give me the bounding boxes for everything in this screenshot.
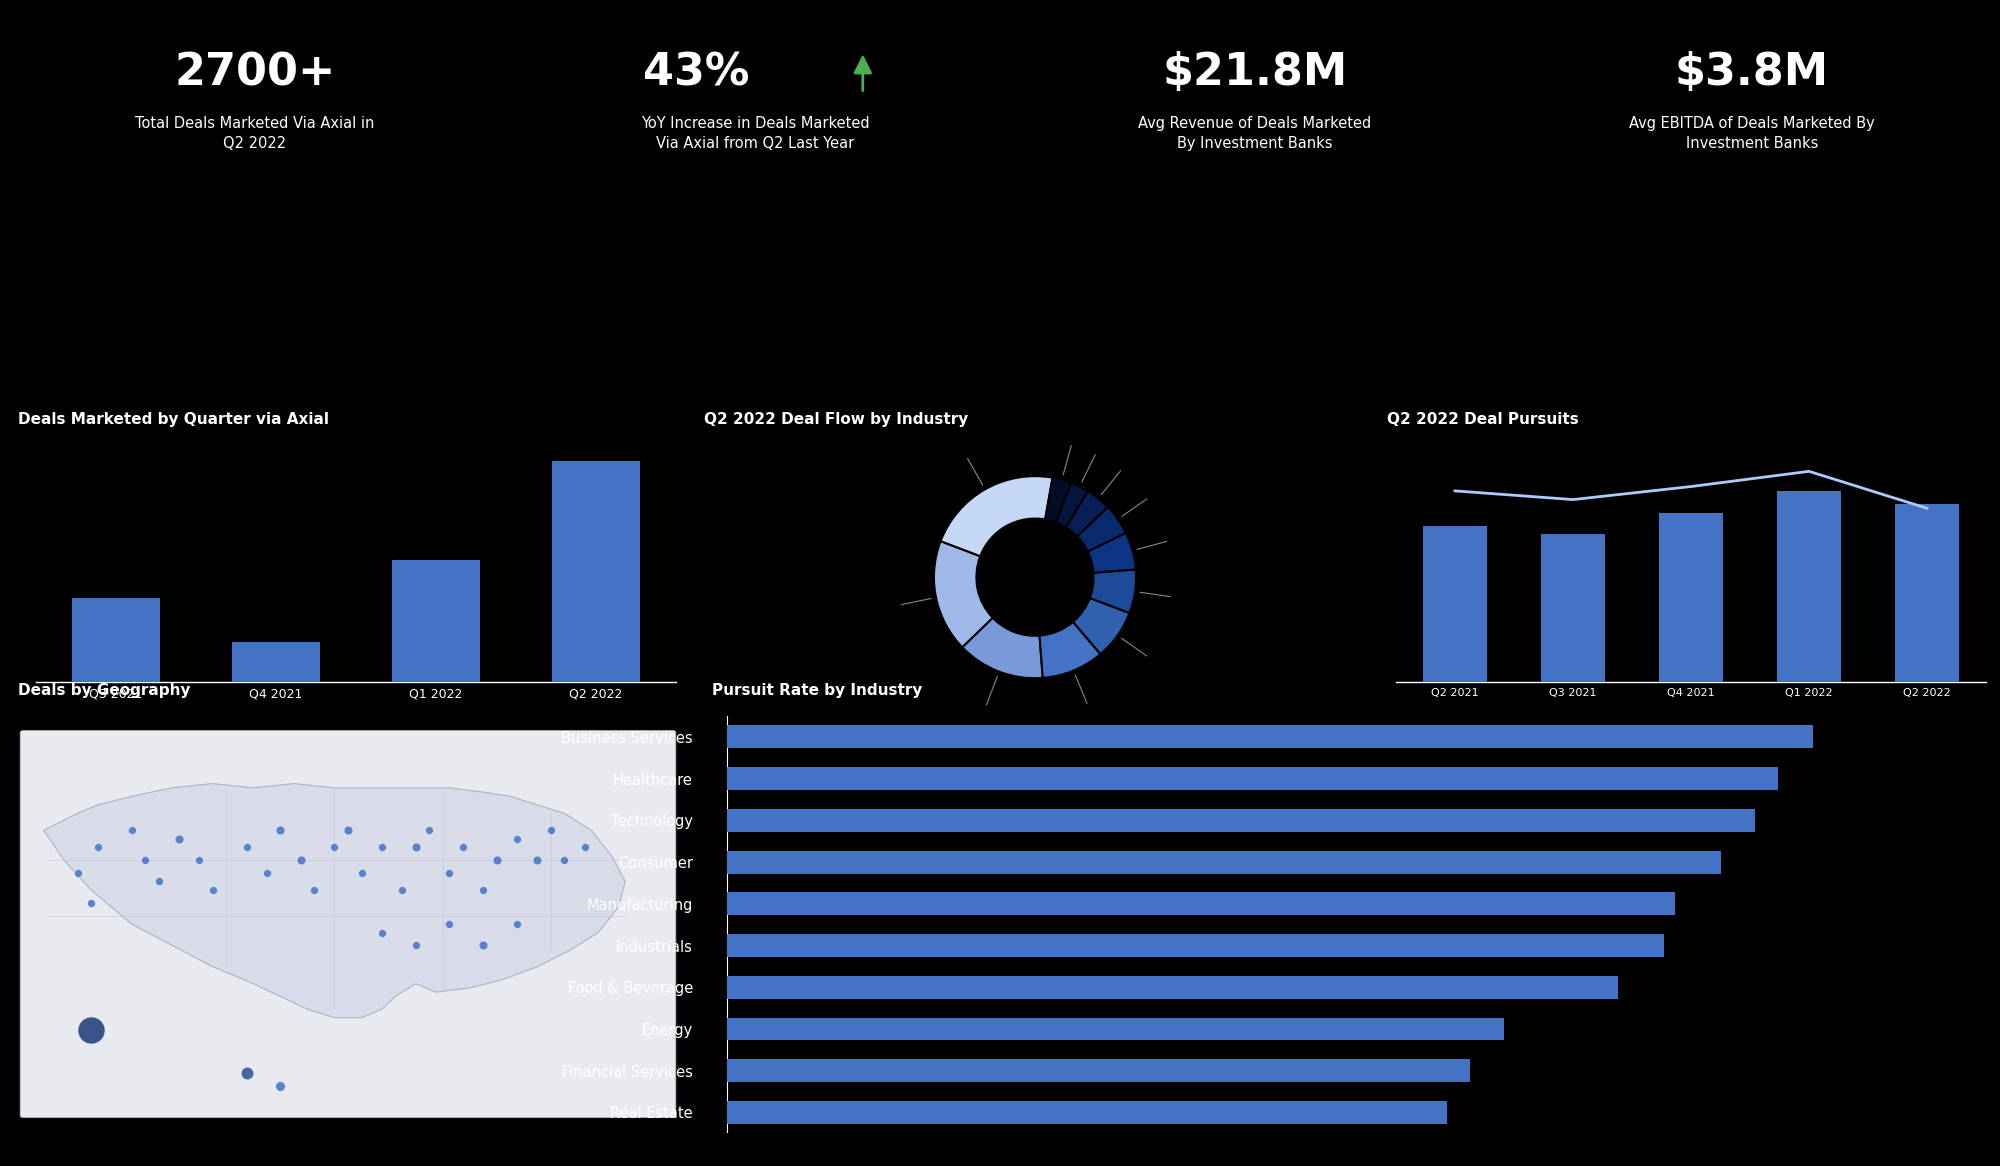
Wedge shape bbox=[962, 618, 1042, 679]
Point bbox=[434, 914, 466, 933]
Bar bbox=[1658, 513, 1724, 682]
Wedge shape bbox=[1088, 533, 1136, 573]
Point bbox=[142, 872, 174, 891]
Bar bbox=[726, 892, 1676, 915]
Text: Total Deals Marketed Via Axial in
Q2 2022: Total Deals Marketed Via Axial in Q2 202… bbox=[136, 117, 374, 152]
Text: Pursuit Rate by Industry: Pursuit Rate by Industry bbox=[712, 683, 922, 698]
Point bbox=[346, 864, 378, 883]
Bar bbox=[1894, 504, 1960, 682]
Point bbox=[548, 851, 580, 870]
Point bbox=[568, 838, 600, 857]
Point bbox=[250, 864, 282, 883]
Point bbox=[116, 821, 148, 840]
Point bbox=[480, 851, 512, 870]
Point bbox=[130, 851, 162, 870]
Point bbox=[386, 880, 418, 899]
Text: Deals by Geography: Deals by Geography bbox=[18, 683, 190, 698]
Point bbox=[446, 838, 478, 857]
Point bbox=[230, 838, 262, 857]
Point bbox=[76, 893, 108, 912]
Point bbox=[298, 880, 330, 899]
Text: $3.8M: $3.8M bbox=[1674, 51, 1830, 94]
Point bbox=[366, 838, 398, 857]
Wedge shape bbox=[1046, 478, 1070, 522]
Bar bbox=[726, 1101, 1446, 1124]
Text: 2700+: 2700+ bbox=[174, 51, 336, 94]
Bar bbox=[726, 976, 1618, 999]
Wedge shape bbox=[1078, 507, 1126, 552]
Text: Avg EBITDA of Deals Marketed By
Investment Banks: Avg EBITDA of Deals Marketed By Investme… bbox=[1630, 117, 1874, 152]
Point bbox=[196, 880, 228, 899]
Point bbox=[468, 880, 500, 899]
Text: $21.8M: $21.8M bbox=[1162, 51, 1348, 94]
FancyBboxPatch shape bbox=[20, 730, 676, 1118]
Point bbox=[434, 864, 466, 883]
Point bbox=[184, 851, 216, 870]
Point bbox=[414, 821, 446, 840]
Point bbox=[500, 830, 532, 849]
Point bbox=[82, 838, 114, 857]
Point bbox=[230, 1063, 262, 1082]
Wedge shape bbox=[1072, 598, 1130, 654]
Wedge shape bbox=[934, 541, 992, 647]
Text: YoY Increase in Deals Marketed
Via Axial from Q2 Last Year: YoY Increase in Deals Marketed Via Axial… bbox=[640, 117, 870, 152]
Point bbox=[284, 851, 316, 870]
Wedge shape bbox=[1066, 491, 1108, 536]
Polygon shape bbox=[44, 784, 626, 1018]
Text: Avg Revenue of Deals Marketed
By Investment Banks: Avg Revenue of Deals Marketed By Investm… bbox=[1138, 117, 1372, 152]
Text: Q2 2022 Deal Pursuits: Q2 2022 Deal Pursuits bbox=[1388, 413, 1580, 427]
Point bbox=[162, 830, 196, 849]
Point bbox=[534, 821, 566, 840]
Bar bbox=[552, 461, 640, 682]
Wedge shape bbox=[1056, 483, 1088, 527]
Point bbox=[366, 923, 398, 942]
Point bbox=[332, 821, 364, 840]
Point bbox=[76, 1021, 108, 1040]
Text: Deals Marketed by Quarter via Axial: Deals Marketed by Quarter via Axial bbox=[18, 413, 330, 427]
Bar bbox=[1422, 526, 1488, 682]
Point bbox=[400, 936, 432, 955]
Bar bbox=[1776, 491, 1842, 682]
Bar bbox=[726, 809, 1756, 831]
Wedge shape bbox=[940, 476, 1052, 556]
Bar bbox=[726, 934, 1664, 957]
Bar bbox=[726, 1059, 1470, 1082]
Wedge shape bbox=[1040, 621, 1100, 677]
Bar bbox=[726, 1018, 1504, 1040]
Text: 43%: 43% bbox=[644, 51, 750, 94]
Bar bbox=[726, 725, 1812, 749]
Point bbox=[264, 1076, 296, 1095]
Wedge shape bbox=[1090, 569, 1136, 613]
Bar bbox=[1540, 534, 1606, 682]
Bar bbox=[232, 642, 320, 682]
Bar bbox=[726, 767, 1778, 791]
Point bbox=[468, 936, 500, 955]
Point bbox=[264, 821, 296, 840]
Text: Q2 2022 Deal Flow by Industry: Q2 2022 Deal Flow by Industry bbox=[704, 413, 968, 427]
Point bbox=[400, 838, 432, 857]
Point bbox=[318, 838, 350, 857]
Point bbox=[500, 914, 532, 933]
Point bbox=[62, 864, 94, 883]
Bar bbox=[392, 561, 480, 682]
Bar bbox=[72, 598, 160, 682]
Point bbox=[522, 851, 554, 870]
Bar bbox=[726, 850, 1722, 873]
